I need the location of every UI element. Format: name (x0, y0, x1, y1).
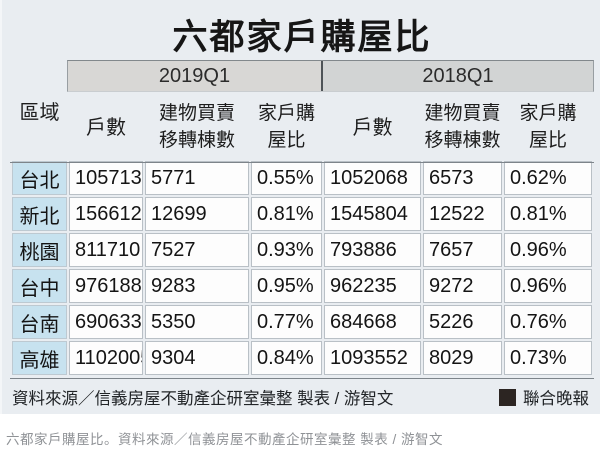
publisher-name: 聯合晚報 (523, 390, 589, 408)
col-header-ratio-2019-line1: 家戶購 (257, 103, 315, 125)
col-header-transfers-2019: 建物買賣 移轉棟數 (145, 97, 249, 159)
transfers-2018-cell: 8029 (423, 341, 502, 375)
table-row-taipei: 台北 1057137 5771 0.55% 1052068 6573 0.62% (12, 161, 592, 195)
col-header-ratio-2018: 家戶購 屋比 (504, 97, 592, 159)
ratio-2018-cell: 0.96% (504, 233, 592, 267)
col-header-ratio-2018-line1: 家戶購 (519, 103, 577, 125)
transfers-2019-cell: 5771 (145, 161, 249, 195)
period-header-2018q1: 2018Q1 (323, 61, 593, 91)
ratio-2018-cell: 0.62% (504, 161, 592, 195)
ratio-2019-cell: 0.84% (251, 341, 322, 375)
table-row-newtaipei: 新北 1566124 12699 0.81% 1545804 12522 0.8… (12, 197, 592, 231)
col-header-transfers-2018-line1: 建物買賣 (424, 103, 501, 125)
ratio-2018-cell: 0.81% (504, 197, 592, 231)
column-header-row: 區域 戶數 建物買賣移轉棟數 家戶購屋比 戶數 建物買賣移轉棟數 家戶購屋比 (12, 97, 592, 159)
table-row-taichung: 台中 976188 9283 0.95% 962235 9272 0.96% (12, 269, 592, 303)
region-cell: 台北 (12, 161, 67, 195)
col-header-transfers-2018-line2: 移轉棟數 (424, 130, 501, 151)
households-2018-cell: 793886 (324, 233, 421, 267)
col-header-region: 區域 (19, 102, 60, 124)
transfers-2018-cell: 5226 (423, 305, 502, 339)
infographic-panel: 六都家戶購屋比 2019Q1 2018Q1 區域 戶數 建物買賣移轉棟數 家戶購… (0, 0, 600, 414)
transfers-2019-cell: 5350 (145, 305, 249, 339)
publisher: 聯合晚報 (499, 385, 589, 409)
transfers-2018-cell: 7657 (423, 233, 502, 267)
col-header-transfers-2019-line2: 移轉棟數 (158, 130, 235, 151)
col-header-ratio-2019-line2: 屋比 (267, 130, 306, 151)
ratio-2019-cell: 0.93% (251, 233, 322, 267)
transfers-2019-cell: 9283 (145, 269, 249, 303)
table-row-tainan: 台南 690633 5350 0.77% 684668 5226 0.76% (12, 305, 592, 339)
col-header-households-2018: 戶數 (352, 117, 393, 139)
households-2019-cell: 1566124 (69, 197, 143, 231)
households-2018-cell: 684668 (324, 305, 421, 339)
region-cell: 台南 (12, 305, 67, 339)
table-row-kaohsiung: 高雄 1102005 9304 0.84% 1093552 8029 0.73% (12, 341, 592, 375)
ratio-2019-cell: 0.55% (251, 161, 322, 195)
ratio-2019-cell: 0.77% (251, 305, 322, 339)
image-caption: 六都家戶購屋比。資料來源／信義房屋不動產企研室彙整 製表 / 游智文 (6, 432, 444, 447)
table-bottom-rule (10, 378, 594, 379)
table-row-taoyuan: 桃園 811710 7527 0.93% 793886 7657 0.96% (12, 233, 592, 267)
source-text: 資料來源／信義房屋不動產企研室彙整 製表 / 游智文 (12, 390, 394, 408)
households-2018-cell: 1093552 (324, 341, 421, 375)
region-cell: 桃園 (12, 233, 67, 267)
households-2018-cell: 1052068 (324, 161, 421, 195)
region-cell: 台中 (12, 269, 67, 303)
col-header-households-2019: 戶數 (86, 117, 126, 139)
footer-bar: 資料來源／信義房屋不動產企研室彙整 製表 / 游智文 聯合晚報 (12, 385, 592, 409)
publisher-square-icon (499, 388, 516, 406)
transfers-2019-cell: 7527 (145, 233, 249, 267)
ratio-2018-cell: 0.96% (504, 269, 592, 303)
transfers-2018-cell: 9272 (423, 269, 502, 303)
households-2019-cell: 811710 (69, 233, 143, 267)
households-2018-cell: 1545804 (324, 197, 421, 231)
transfers-2018-cell: 6573 (423, 161, 502, 195)
data-table: 區域 戶數 建物買賣移轉棟數 家戶購屋比 戶數 建物買賣移轉棟數 家戶購屋比 台… (10, 95, 594, 377)
households-2019-cell: 976188 (69, 269, 143, 303)
col-header-ratio-2018-line2: 屋比 (528, 130, 567, 151)
col-header-ratio-2019: 家戶購 屋比 (251, 97, 322, 159)
period-header-2019q1: 2019Q1 (68, 61, 323, 91)
households-2018-cell: 962235 (324, 269, 421, 303)
ratio-2019-cell: 0.81% (251, 197, 322, 231)
col-header-transfers-2019-line1: 建物買賣 (158, 103, 235, 125)
ratio-2018-cell: 0.76% (504, 305, 592, 339)
households-2019-cell: 1057137 (69, 161, 143, 195)
page-title: 六都家戶購屋比 (172, 18, 432, 57)
col-header-transfers-2018: 建物買賣 移轉棟數 (423, 97, 502, 159)
table-top-rule (10, 162, 594, 163)
period-header-band: 2019Q1 2018Q1 (67, 60, 594, 92)
ratio-2019-cell: 0.95% (251, 269, 322, 303)
ratio-2018-cell: 0.73% (504, 341, 592, 375)
transfers-2018-cell: 12522 (423, 197, 502, 231)
region-cell: 新北 (12, 197, 67, 231)
transfers-2019-cell: 9304 (145, 341, 249, 375)
households-2019-cell: 690633 (69, 305, 143, 339)
transfers-2019-cell: 12699 (145, 197, 249, 231)
region-cell: 高雄 (12, 341, 67, 375)
households-2019-cell: 1102005 (69, 341, 143, 375)
